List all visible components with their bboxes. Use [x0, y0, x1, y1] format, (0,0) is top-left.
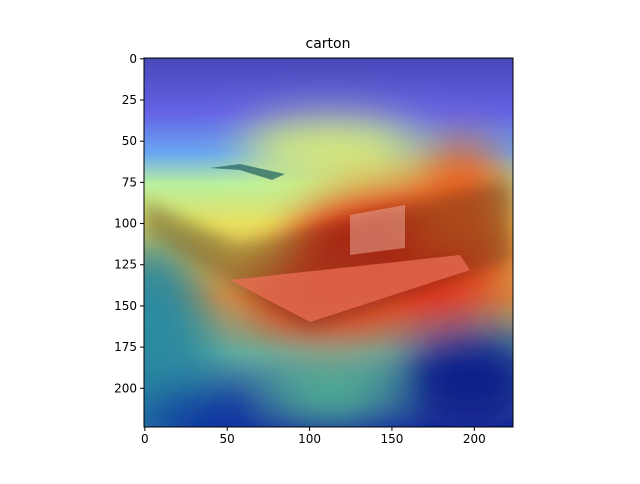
x-tick-label: 200 — [463, 432, 486, 446]
y-tick-label: 50 — [122, 134, 137, 148]
axes-frame — [143, 57, 514, 428]
x-tick-label: 150 — [380, 432, 403, 446]
y-tick-label: 0 — [129, 52, 137, 66]
y-tick-label: 200 — [114, 381, 137, 395]
y-tick-label: 75 — [122, 175, 137, 189]
y-tick-label: 25 — [122, 93, 137, 107]
chart-title: carton — [306, 36, 351, 52]
y-tick-label: 150 — [114, 299, 137, 313]
y-tick-label: 175 — [114, 340, 137, 354]
x-tick-label: 0 — [141, 432, 149, 446]
x-tick-label: 100 — [298, 432, 321, 446]
y-tick-label: 125 — [114, 258, 137, 272]
y-tick-label: 100 — [114, 217, 137, 231]
heatmap-image — [144, 58, 513, 427]
x-tick-label: 50 — [220, 432, 235, 446]
